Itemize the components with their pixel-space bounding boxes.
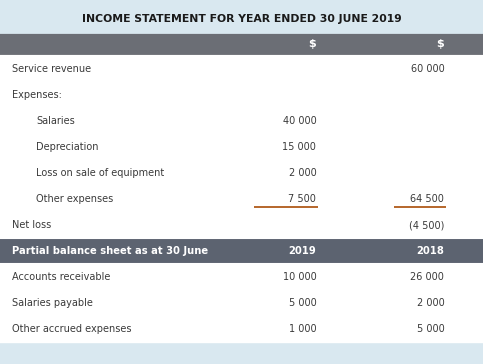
Text: Other accrued expenses: Other accrued expenses <box>12 324 131 334</box>
Text: 26 000: 26 000 <box>411 272 444 282</box>
Text: Loss on sale of equipment: Loss on sale of equipment <box>36 168 165 178</box>
Bar <box>0 212 483 238</box>
Text: Other expenses: Other expenses <box>36 194 114 204</box>
Text: Service revenue: Service revenue <box>12 64 91 74</box>
Text: 5 000: 5 000 <box>417 324 444 334</box>
Text: $: $ <box>437 39 444 49</box>
Text: INCOME STATEMENT FOR YEAR ENDED 30 JUNE 2019: INCOME STATEMENT FOR YEAR ENDED 30 JUNE … <box>82 14 401 24</box>
Text: 7 500: 7 500 <box>288 194 316 204</box>
Text: 40 000: 40 000 <box>283 116 316 126</box>
Text: (4 500): (4 500) <box>409 220 444 230</box>
Text: $: $ <box>309 39 316 49</box>
Text: 60 000: 60 000 <box>411 64 444 74</box>
Bar <box>0 32 483 56</box>
Text: 10 000: 10 000 <box>283 272 316 282</box>
Text: 2018: 2018 <box>416 246 444 256</box>
Text: 15 000: 15 000 <box>283 142 316 152</box>
Text: 2019: 2019 <box>289 246 316 256</box>
Text: 2 000: 2 000 <box>289 168 316 178</box>
Text: Salaries: Salaries <box>36 116 75 126</box>
Bar <box>0 56 483 212</box>
Text: 64 500: 64 500 <box>411 194 444 204</box>
Text: Partial balance sheet as at 30 June: Partial balance sheet as at 30 June <box>12 246 208 256</box>
Bar <box>0 238 483 264</box>
Text: Accounts receivable: Accounts receivable <box>12 272 111 282</box>
Text: Expenses:: Expenses: <box>12 90 62 100</box>
Text: Salaries payable: Salaries payable <box>12 298 93 308</box>
Bar <box>0 264 483 342</box>
Text: 5 000: 5 000 <box>289 298 316 308</box>
Text: 2 000: 2 000 <box>417 298 444 308</box>
Text: 1 000: 1 000 <box>289 324 316 334</box>
Text: Depreciation: Depreciation <box>36 142 99 152</box>
Text: Net loss: Net loss <box>12 220 51 230</box>
